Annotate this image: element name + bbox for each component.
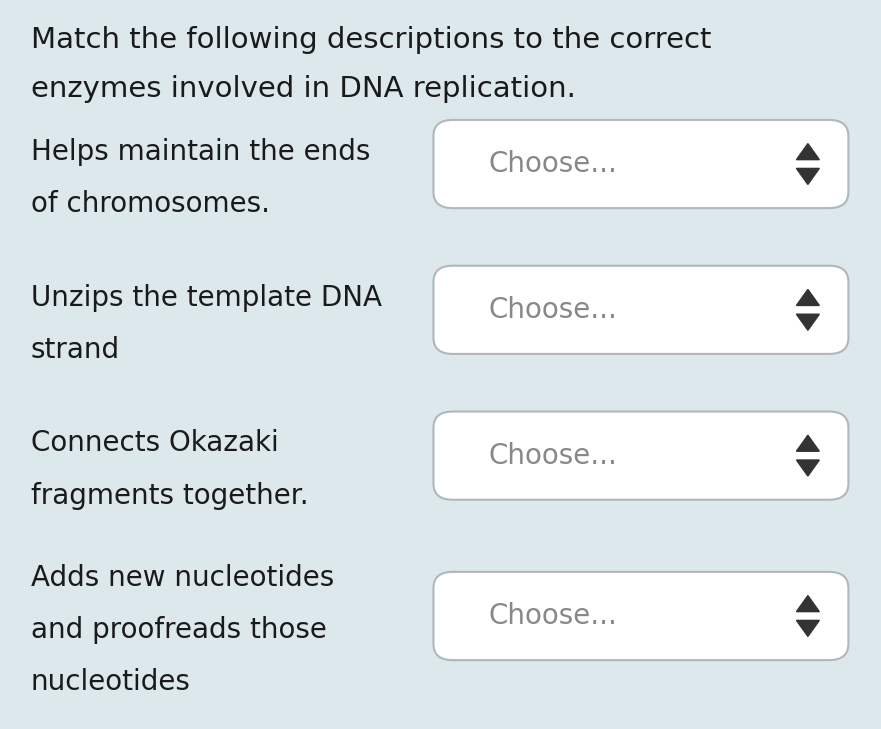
Text: Connects Okazaki: Connects Okazaki: [31, 429, 278, 457]
FancyBboxPatch shape: [433, 266, 848, 354]
FancyBboxPatch shape: [433, 411, 848, 500]
Polygon shape: [796, 144, 819, 160]
Polygon shape: [796, 596, 819, 612]
Text: Choose...: Choose...: [489, 150, 618, 178]
Text: Match the following descriptions to the correct: Match the following descriptions to the …: [31, 26, 711, 53]
Text: Choose...: Choose...: [489, 442, 618, 469]
Text: and proofreads those: and proofreads those: [31, 616, 327, 644]
Text: nucleotides: nucleotides: [31, 668, 190, 696]
Text: of chromosomes.: of chromosomes.: [31, 190, 270, 218]
FancyBboxPatch shape: [433, 572, 848, 660]
Polygon shape: [796, 289, 819, 305]
Text: strand: strand: [31, 336, 120, 364]
Text: enzymes involved in DNA replication.: enzymes involved in DNA replication.: [31, 75, 575, 103]
Text: Unzips the template DNA: Unzips the template DNA: [31, 284, 381, 311]
Polygon shape: [796, 168, 819, 184]
Text: Choose...: Choose...: [489, 296, 618, 324]
Text: Helps maintain the ends: Helps maintain the ends: [31, 138, 370, 165]
Text: Choose...: Choose...: [489, 602, 618, 630]
Polygon shape: [796, 620, 819, 636]
Text: Adds new nucleotides: Adds new nucleotides: [31, 564, 334, 591]
Polygon shape: [796, 435, 819, 451]
FancyBboxPatch shape: [433, 120, 848, 208]
Text: fragments together.: fragments together.: [31, 482, 308, 510]
Polygon shape: [796, 460, 819, 476]
Polygon shape: [796, 314, 819, 330]
